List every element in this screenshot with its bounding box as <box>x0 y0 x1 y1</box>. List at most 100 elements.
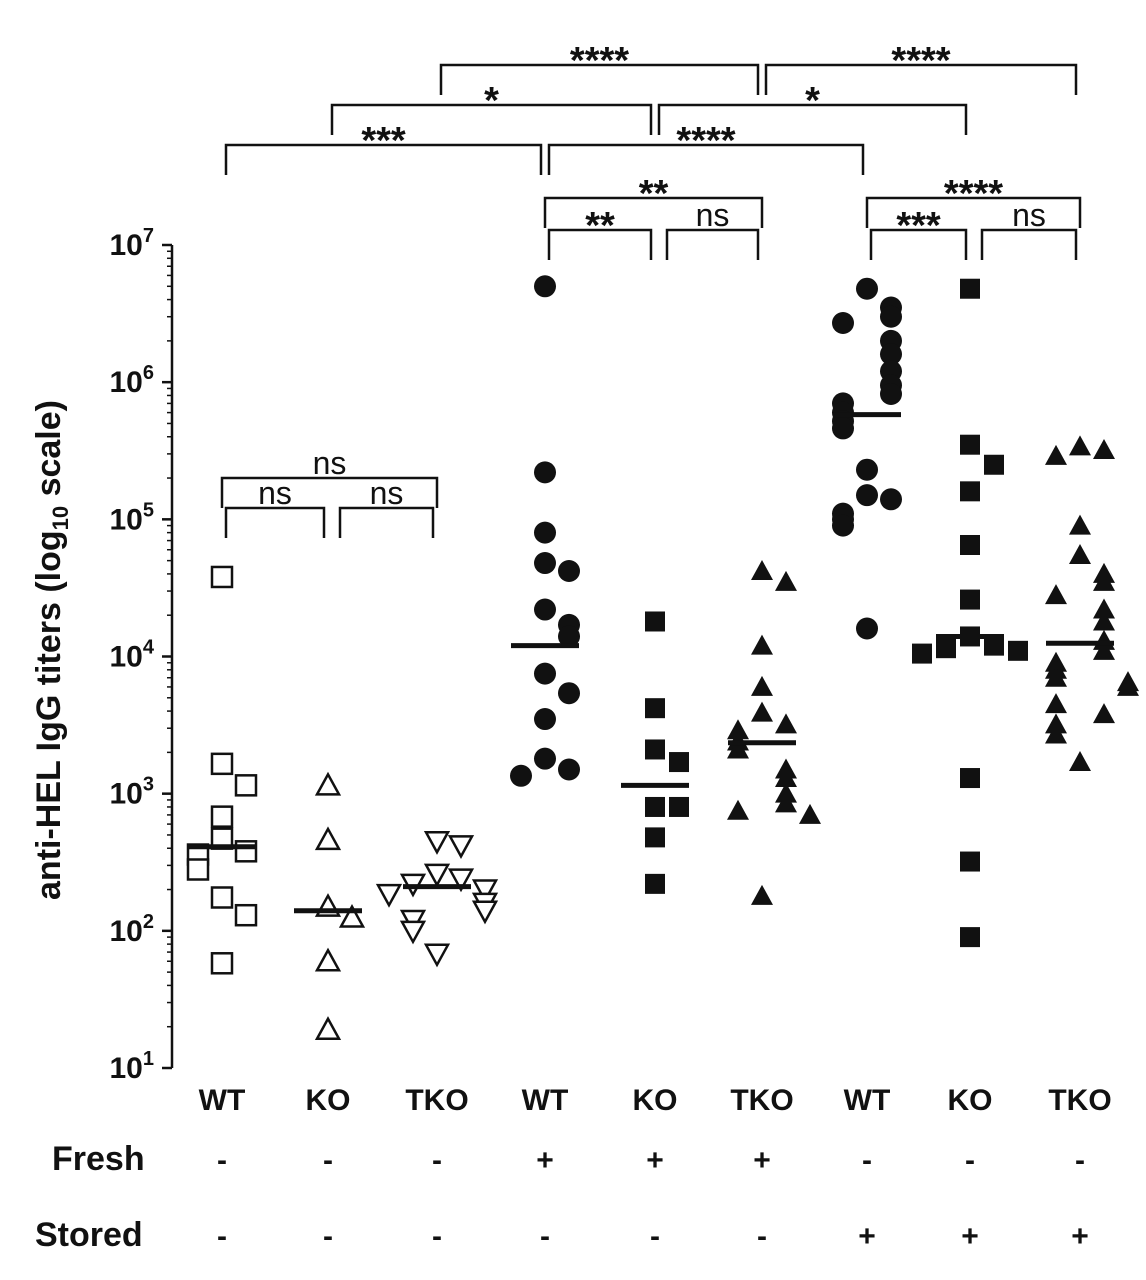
data-point <box>799 803 821 824</box>
data-point <box>1093 639 1115 660</box>
data-point <box>534 747 556 770</box>
data-point <box>210 805 234 828</box>
data-point <box>856 484 878 507</box>
data-point <box>447 868 475 893</box>
data-point <box>558 560 580 583</box>
data-point <box>960 589 980 610</box>
data-point <box>751 560 773 581</box>
significance-bracket <box>665 228 760 260</box>
significance-bracket <box>657 103 968 135</box>
y-tick-label: 105 <box>110 499 155 536</box>
significance-bracket <box>543 196 764 228</box>
data-point <box>1045 666 1067 687</box>
x-group-label: KO <box>948 1084 993 1117</box>
data-point <box>856 617 878 640</box>
data-point <box>1045 723 1067 744</box>
data-point <box>751 634 773 655</box>
stored-sign: - <box>757 1220 767 1253</box>
fresh-sign: + <box>753 1144 771 1177</box>
significance-label: *** <box>896 205 941 247</box>
significance-label: **** <box>570 40 629 82</box>
data-point <box>471 900 499 925</box>
data-point <box>880 488 902 511</box>
data-point <box>399 920 427 945</box>
significance-label: ** <box>585 205 615 247</box>
significance-label: ** <box>639 173 669 215</box>
stored-sign: - <box>323 1220 333 1253</box>
y-tick-label: 106 <box>110 362 155 399</box>
data-point <box>960 278 980 299</box>
data-point <box>727 799 749 820</box>
x-group-label: TKO <box>730 1084 793 1117</box>
data-point <box>960 768 980 789</box>
data-point <box>775 713 797 734</box>
data-point <box>751 701 773 722</box>
data-point <box>423 863 451 888</box>
data-point <box>210 752 234 776</box>
data-point <box>1069 514 1091 535</box>
significance-bracket <box>338 506 435 538</box>
data-point <box>534 521 556 544</box>
y-tick-label: 107 <box>110 225 155 262</box>
data-point <box>1045 444 1067 465</box>
fresh-row-label: Fresh <box>52 1140 145 1178</box>
data-point <box>1093 610 1115 631</box>
data-point <box>471 879 499 904</box>
data-point <box>1045 584 1067 605</box>
stored-sign: + <box>858 1220 876 1253</box>
data-point <box>1008 640 1028 661</box>
data-point <box>645 698 665 719</box>
x-group-label: WT <box>522 1084 569 1117</box>
data-point <box>669 796 689 817</box>
data-point <box>645 611 665 632</box>
data-point <box>1069 435 1091 456</box>
significance-label: ns <box>1012 197 1046 233</box>
data-point <box>558 758 580 781</box>
data-point <box>534 461 556 484</box>
data-point <box>880 343 902 366</box>
significance-bracket <box>220 476 439 508</box>
significance-bracket <box>439 63 760 95</box>
data-point <box>510 764 532 787</box>
significance-bracket <box>980 228 1078 260</box>
significance-bracket <box>547 228 653 260</box>
fresh-sign: - <box>217 1144 227 1177</box>
data-point <box>775 570 797 591</box>
x-group-label: KO <box>633 1084 678 1117</box>
data-point <box>832 514 854 537</box>
data-point <box>1117 675 1139 696</box>
stored-sign: - <box>432 1220 442 1253</box>
data-point <box>960 434 980 455</box>
data-point <box>751 884 773 905</box>
significance-label: ns <box>370 475 404 511</box>
data-point <box>832 417 854 440</box>
data-point <box>727 738 749 759</box>
x-group-label: TKO <box>1048 1084 1111 1117</box>
data-point <box>447 835 475 859</box>
stored-sign: - <box>217 1220 227 1253</box>
data-point <box>880 382 902 405</box>
data-point <box>936 638 956 659</box>
y-tick-label: 103 <box>110 774 155 811</box>
data-point <box>775 792 797 813</box>
data-point <box>1069 543 1091 564</box>
stored-sign: - <box>540 1220 550 1253</box>
x-group-label: KO <box>306 1084 351 1117</box>
data-point <box>375 883 403 908</box>
significance-bracket <box>865 196 1082 228</box>
data-point <box>645 796 665 817</box>
data-point <box>534 598 556 621</box>
y-axis-title: anti-HEL IgG titers (log10 scale) <box>30 400 73 900</box>
data-point <box>210 565 234 589</box>
data-point <box>1093 703 1115 724</box>
data-point <box>645 873 665 894</box>
significance-bracket <box>764 63 1078 95</box>
data-point <box>1093 598 1115 619</box>
data-point <box>314 826 342 851</box>
stored-row-label: Stored <box>35 1216 143 1254</box>
significance-label: **** <box>676 120 735 162</box>
significance-label: * <box>805 80 820 122</box>
stored-sign: + <box>961 1220 979 1253</box>
data-point <box>669 752 689 773</box>
data-point <box>984 635 1004 656</box>
